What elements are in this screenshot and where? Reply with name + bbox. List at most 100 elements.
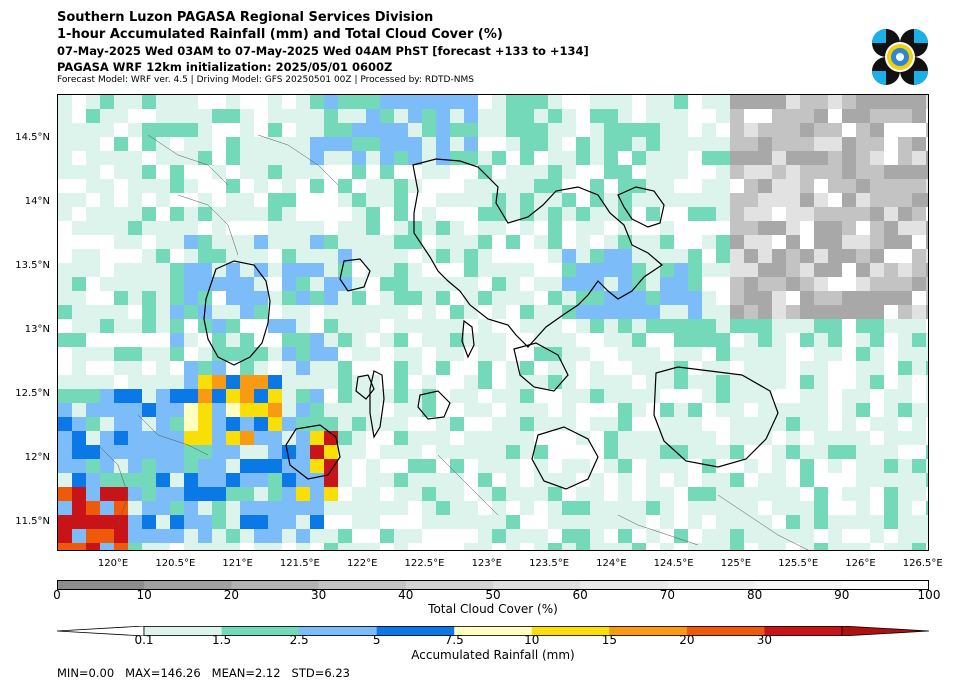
grid-cell xyxy=(772,347,786,361)
grid-cell xyxy=(800,249,814,263)
grid-cell xyxy=(128,207,142,221)
grid-cell xyxy=(856,137,870,151)
grid-cell xyxy=(870,179,884,193)
grid-cell xyxy=(86,445,100,459)
grid-cell xyxy=(394,375,408,389)
grid-cell xyxy=(198,123,212,137)
grid-cell xyxy=(366,319,380,333)
grid-cell xyxy=(660,235,674,249)
grid-cell xyxy=(646,529,660,543)
grid-cell xyxy=(366,179,380,193)
grid-cell xyxy=(898,347,912,361)
grid-cell xyxy=(198,361,212,375)
grid-cell xyxy=(310,95,324,109)
grid-cell xyxy=(352,529,366,543)
grid-cell xyxy=(100,95,114,109)
grid-cell xyxy=(450,109,464,123)
grid-cell xyxy=(660,221,674,235)
grid-cell xyxy=(786,417,800,431)
grid-cell xyxy=(436,123,450,137)
grid-cell xyxy=(380,529,394,543)
cloud-colorbar-tick: 60 xyxy=(572,588,588,602)
grid-cell xyxy=(632,305,646,319)
grid-cell xyxy=(296,347,310,361)
grid-cell xyxy=(786,333,800,347)
grid-cell xyxy=(604,151,618,165)
grid-cell xyxy=(450,347,464,361)
grid-cell xyxy=(842,151,856,165)
grid-cell xyxy=(464,207,478,221)
grid-cell xyxy=(170,319,184,333)
grid-cell xyxy=(702,459,716,473)
grid-cell xyxy=(310,347,324,361)
grid-cell xyxy=(772,123,786,137)
grid-cell xyxy=(828,305,842,319)
grid-cell xyxy=(912,291,926,305)
grid-cell xyxy=(744,543,758,550)
grid-cell xyxy=(142,459,156,473)
grid-cell xyxy=(226,473,240,487)
grid-cell xyxy=(702,515,716,529)
rainfall-colorbar xyxy=(57,626,930,636)
grid-cell xyxy=(856,277,870,291)
grid-cell xyxy=(100,165,114,179)
grid-cell xyxy=(800,431,814,445)
lon-label: 122.5°E xyxy=(404,558,445,569)
rain-colorbar-tick: 1.5 xyxy=(212,633,232,647)
lat-label: 13°N xyxy=(24,323,50,335)
grid-cell xyxy=(618,445,632,459)
grid-cell xyxy=(436,291,450,305)
grid-cell xyxy=(170,291,184,305)
grid-cell xyxy=(380,277,394,291)
grid-cell xyxy=(702,403,716,417)
grid-cell xyxy=(590,431,604,445)
grid-cell xyxy=(380,389,394,403)
cloud-colorbar-tick: 90 xyxy=(834,588,850,602)
grid-cell xyxy=(128,319,142,333)
grid-cell xyxy=(520,137,534,151)
grid-cell xyxy=(814,291,828,305)
grid-cell xyxy=(814,459,828,473)
grid-cell xyxy=(268,235,282,249)
grid-cell xyxy=(520,389,534,403)
grid-cell xyxy=(58,109,72,123)
grid-cell xyxy=(114,179,128,193)
grid-cell xyxy=(548,459,562,473)
grid-cell xyxy=(352,319,366,333)
grid-cell xyxy=(562,431,576,445)
grid-cell xyxy=(422,515,436,529)
grid-cell xyxy=(366,501,380,515)
grid-cell xyxy=(702,95,716,109)
grid-cell xyxy=(884,473,898,487)
grid-cell xyxy=(156,361,170,375)
grid-cell xyxy=(534,515,548,529)
grid-cell xyxy=(800,389,814,403)
grid-cell xyxy=(240,165,254,179)
rain-colorbar-label: Accumulated Rainfall (mm) xyxy=(411,648,575,662)
grid-cell xyxy=(394,501,408,515)
grid-cell xyxy=(394,389,408,403)
grid-cell xyxy=(72,109,86,123)
grid-cell xyxy=(380,165,394,179)
grid-cell xyxy=(898,319,912,333)
grid-cell xyxy=(562,375,576,389)
grid-cell xyxy=(758,137,772,151)
grid-cell xyxy=(156,249,170,263)
grid-cell xyxy=(380,333,394,347)
grid-cell xyxy=(282,249,296,263)
grid-cell xyxy=(884,109,898,123)
grid-cell xyxy=(758,361,772,375)
grid-cell xyxy=(352,375,366,389)
grid-cell xyxy=(604,95,618,109)
grid-cell xyxy=(212,487,226,501)
grid-cell xyxy=(422,431,436,445)
grid-cell xyxy=(492,193,506,207)
grid-cell xyxy=(506,543,520,550)
grid-cell xyxy=(702,179,716,193)
grid-cell xyxy=(688,95,702,109)
grid-cell xyxy=(436,417,450,431)
grid-cell xyxy=(632,459,646,473)
grid-cell xyxy=(394,151,408,165)
lat-label: 14°N xyxy=(24,195,50,207)
grid-cell xyxy=(814,319,828,333)
